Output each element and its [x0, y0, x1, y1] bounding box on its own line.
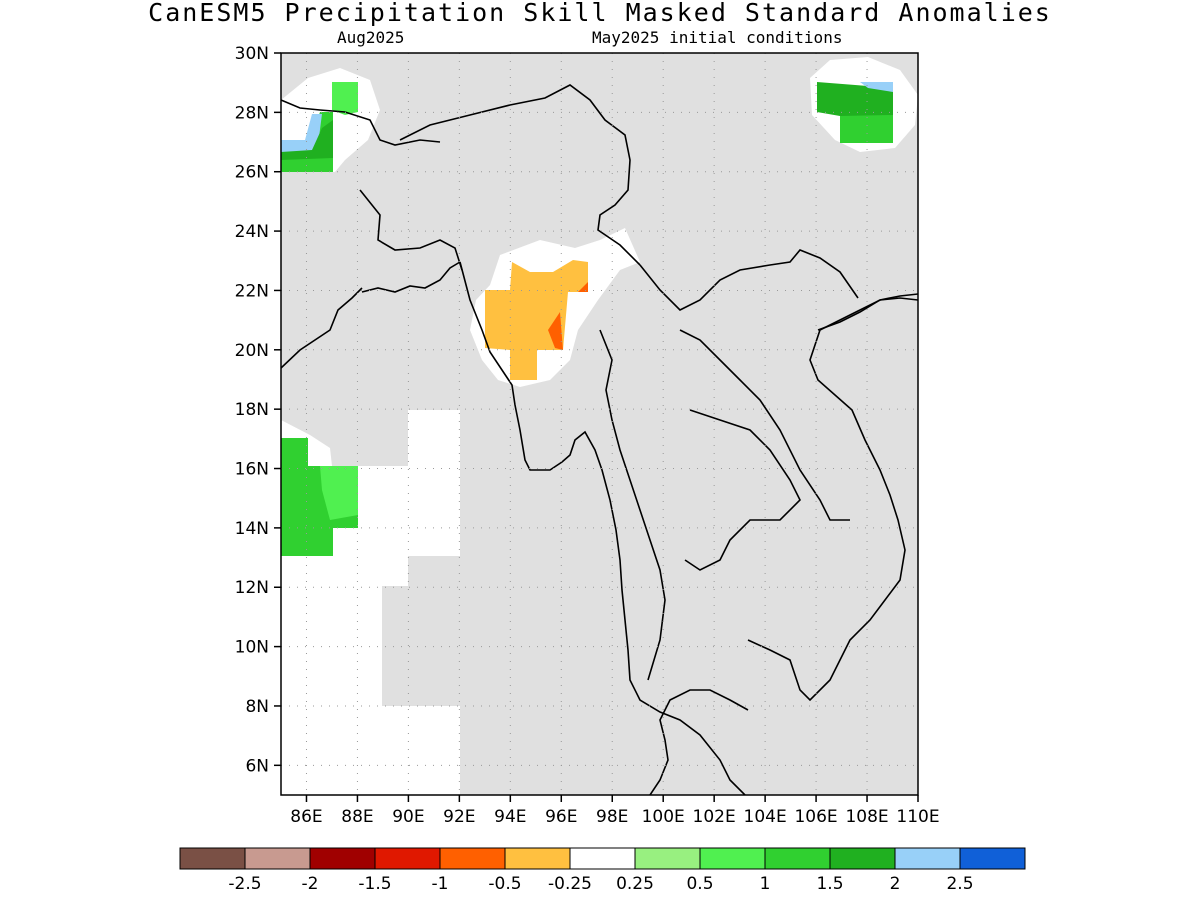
border-myanmar-north [399, 84, 641, 266]
lat-tick-label: 22N [235, 281, 269, 301]
colorbar-swatch [959, 847, 1026, 870]
coastline-ganges-delta [361, 261, 461, 293]
colorbar-label: 1 [760, 874, 771, 894]
colorbar-swatch [829, 847, 896, 870]
colorbar-label: -0.25 [548, 874, 592, 894]
lon-tick-label: 92E [443, 807, 475, 827]
light-green-region-nepal [332, 82, 358, 115]
lat-tick-label: 16N [235, 460, 269, 480]
lon-tick-label: 110E [896, 807, 939, 827]
lon-tick-label: 98E [596, 807, 628, 827]
blue-region-nepal [281, 114, 322, 155]
colorbar-label: 0.5 [686, 874, 713, 894]
map-frame [280, 52, 919, 796]
colorbar-label: 0.25 [616, 874, 654, 894]
border-bangladesh [359, 189, 463, 271]
dark-green-region-nepal [281, 120, 333, 160]
coastlines [281, 84, 918, 795]
longitude-axis: 86E 88E 90E 92E 94E 96E 98E 100E 102E 104E 106E 108… [290, 795, 940, 827]
green-region-china [840, 112, 893, 143]
lat-tick-label: 6N [245, 756, 269, 776]
dark-green-region-china [817, 82, 893, 116]
colorbar-swatch [699, 847, 766, 870]
colorbar-swatch [569, 847, 636, 870]
lon-tick-label: 90E [392, 807, 424, 827]
map-background [281, 53, 918, 795]
coastline-china-south [817, 293, 918, 331]
lon-tick-label: 88E [341, 807, 373, 827]
border-laos-vietnam [679, 329, 850, 521]
border-thailand-cambodia [684, 409, 801, 571]
lat-tick-label: 20N [235, 341, 269, 361]
colorbar-label: 2 [890, 874, 901, 894]
dark-orange-region-myanmar-2 [578, 282, 588, 292]
anomaly-shading [281, 57, 918, 795]
colorbar-swatch [439, 847, 506, 870]
initial-conditions-label: May2025 initial conditions [592, 28, 843, 47]
lat-tick-label: 28N [235, 103, 269, 123]
blue-region-china [860, 82, 893, 92]
border-myanmar-thailand [599, 329, 666, 681]
colorbar-label: -1 [432, 874, 449, 894]
border-thailand-laos [639, 249, 859, 311]
border-nepal-tibet [281, 99, 441, 146]
coastline-gulf-of-thailand [649, 689, 749, 795]
colorbar-swatch [244, 847, 311, 870]
colorbar-label: -1.5 [358, 874, 391, 894]
colorbar-label: -0.5 [488, 874, 521, 894]
colorbar-swatch [504, 847, 571, 870]
lon-tick-label: 108E [845, 807, 888, 827]
colorbar-swatch [764, 847, 831, 870]
lat-tick-label: 18N [235, 400, 269, 420]
colorbar-label: 2.5 [946, 874, 973, 894]
lat-tick-label: 14N [235, 519, 269, 539]
chart-title: CanESM5 Precipitation Skill Masked Stand… [148, 0, 1052, 27]
colorbar-swatch [179, 847, 246, 870]
lat-tick-label: 26N [235, 163, 269, 183]
lat-tick-label: 10N [235, 638, 269, 658]
lon-tick-label: 102E [693, 807, 736, 827]
lon-tick-label: 100E [642, 807, 685, 827]
coastline-india-east [281, 287, 363, 369]
colorbar-label: -2 [302, 874, 319, 894]
lat-tick-label: 30N [235, 44, 269, 64]
light-green-region-bay [320, 466, 358, 520]
colorbar [179, 847, 1026, 870]
colorbar-swatch [634, 847, 701, 870]
coastline-myanmar-west [459, 261, 746, 795]
colorbar-swatch [894, 847, 961, 870]
lat-tick-label: 12N [235, 578, 269, 598]
colorbar-label: 1.5 [816, 874, 843, 894]
lon-tick-label: 86E [290, 807, 322, 827]
latitude-axis: 30N 28N 26N 24N 22N 20N 18N 16N 14N 12N 10N 8N 6N [235, 44, 281, 776]
lat-tick-label: 24N [235, 222, 269, 242]
dark-orange-region-myanmar [548, 312, 563, 350]
colorbar-labels: -2.5 -2 -1.5 -1 -0.5 -0.25 0.25 0.5 1 1.5 2 2.5 [228, 874, 973, 894]
coastline-cambodia-vietnam [747, 297, 918, 702]
lon-tick-label: 104E [744, 807, 787, 827]
valid-month-label: Aug2025 [337, 28, 405, 47]
lat-tick-label: 8N [245, 697, 269, 717]
lon-tick-label: 106E [794, 807, 837, 827]
colorbar-swatch [309, 847, 376, 870]
lon-tick-label: 94E [494, 807, 526, 827]
colorbar-swatch [374, 847, 441, 870]
colorbar-label: -2.5 [228, 874, 261, 894]
lon-tick-label: 96E [545, 807, 577, 827]
